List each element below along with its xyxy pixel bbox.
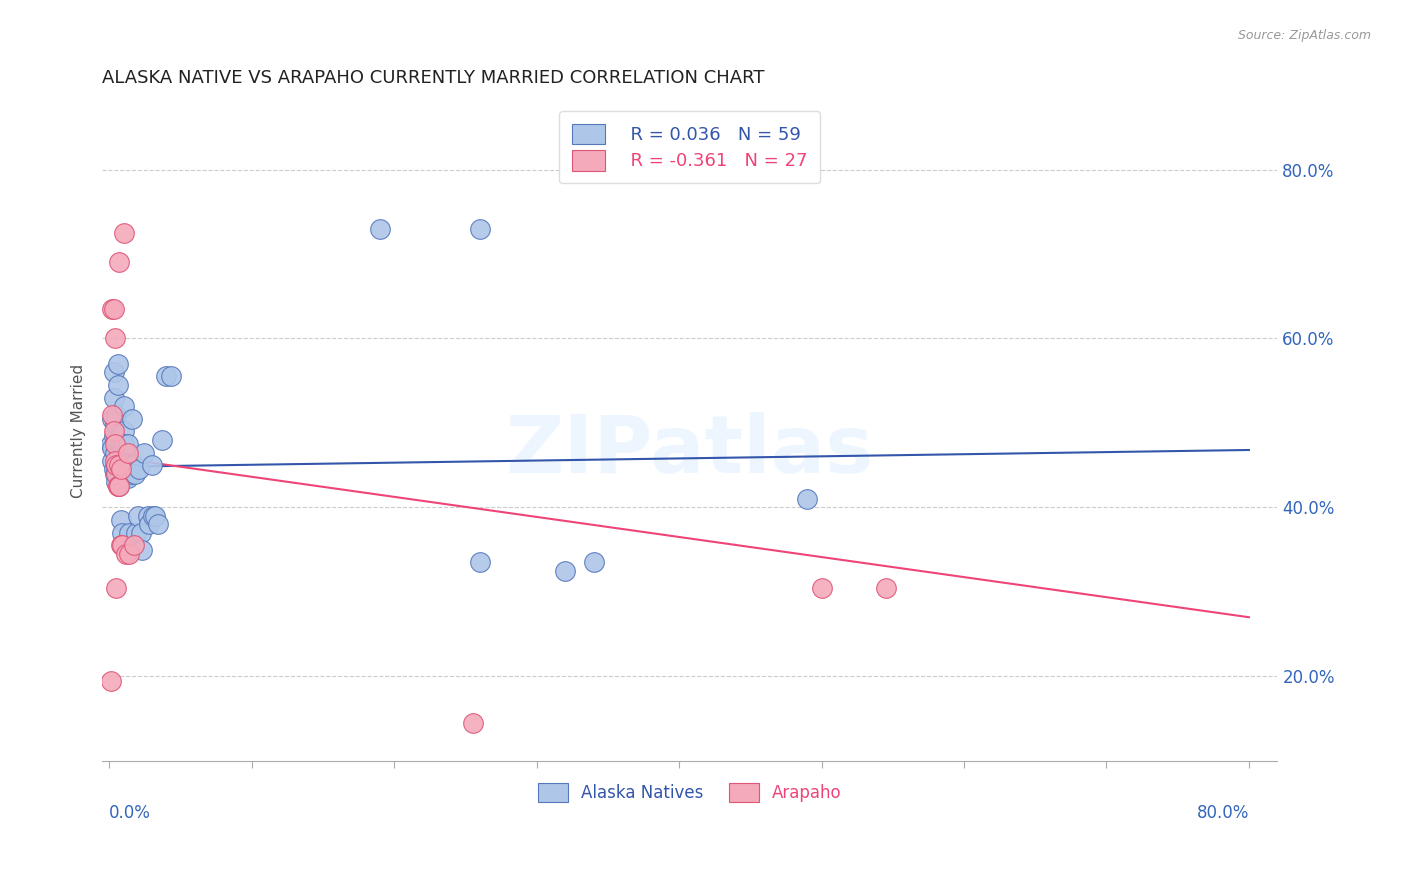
Point bbox=[103, 425, 125, 439]
Point bbox=[101, 411, 124, 425]
Point bbox=[117, 471, 139, 485]
Point bbox=[101, 454, 124, 468]
Point bbox=[101, 301, 124, 316]
Point bbox=[121, 411, 143, 425]
Point bbox=[146, 517, 169, 532]
Point bbox=[105, 467, 128, 481]
Point bbox=[105, 458, 128, 473]
Point bbox=[118, 547, 141, 561]
Point bbox=[582, 555, 605, 569]
Point bbox=[111, 525, 134, 540]
Point bbox=[150, 433, 173, 447]
Point bbox=[104, 331, 127, 345]
Point bbox=[105, 581, 128, 595]
Point bbox=[112, 399, 135, 413]
Text: 80.0%: 80.0% bbox=[1197, 804, 1249, 822]
Point bbox=[143, 508, 166, 523]
Point bbox=[132, 445, 155, 459]
Point bbox=[554, 564, 576, 578]
Point bbox=[461, 715, 484, 730]
Point bbox=[468, 555, 491, 569]
Point bbox=[103, 365, 125, 379]
Point bbox=[114, 471, 136, 485]
Point bbox=[101, 442, 124, 456]
Point bbox=[142, 508, 165, 523]
Point bbox=[122, 538, 145, 552]
Point bbox=[103, 462, 125, 476]
Point bbox=[105, 408, 128, 422]
Text: ALASKA NATIVE VS ARAPAHO CURRENTLY MARRIED CORRELATION CHART: ALASKA NATIVE VS ARAPAHO CURRENTLY MARRI… bbox=[103, 69, 765, 87]
Point bbox=[120, 467, 142, 481]
Point bbox=[141, 458, 163, 473]
Point bbox=[105, 458, 128, 473]
Point bbox=[796, 491, 818, 506]
Point bbox=[101, 408, 124, 422]
Point bbox=[104, 445, 127, 459]
Point bbox=[117, 437, 139, 451]
Text: ZIPatlas: ZIPatlas bbox=[506, 412, 875, 491]
Point bbox=[107, 378, 129, 392]
Point bbox=[129, 525, 152, 540]
Point bbox=[108, 255, 131, 269]
Point bbox=[810, 581, 832, 595]
Point bbox=[115, 445, 138, 459]
Point bbox=[100, 673, 122, 688]
Point bbox=[104, 467, 127, 481]
Point bbox=[124, 467, 146, 481]
Point bbox=[107, 479, 129, 493]
Y-axis label: Currently Married: Currently Married bbox=[72, 364, 86, 499]
Point bbox=[128, 462, 150, 476]
Point bbox=[117, 445, 139, 459]
Point bbox=[131, 542, 153, 557]
Point bbox=[110, 513, 132, 527]
Point bbox=[107, 479, 129, 493]
Point bbox=[104, 437, 127, 451]
Point bbox=[110, 538, 132, 552]
Point bbox=[368, 221, 391, 235]
Point bbox=[112, 437, 135, 451]
Point bbox=[136, 508, 159, 523]
Point bbox=[114, 458, 136, 473]
Point bbox=[111, 538, 134, 552]
Point bbox=[104, 454, 127, 468]
Point bbox=[118, 458, 141, 473]
Point bbox=[108, 458, 131, 473]
Point bbox=[110, 462, 132, 476]
Point bbox=[127, 508, 149, 523]
Point bbox=[118, 525, 141, 540]
Point bbox=[115, 547, 138, 561]
Point bbox=[155, 369, 177, 384]
Point bbox=[103, 301, 125, 316]
Point bbox=[110, 437, 132, 451]
Point bbox=[100, 437, 122, 451]
Point bbox=[875, 581, 897, 595]
Text: 0.0%: 0.0% bbox=[110, 804, 152, 822]
Point bbox=[159, 369, 181, 384]
Point bbox=[125, 525, 148, 540]
Point bbox=[111, 450, 134, 464]
Point bbox=[103, 428, 125, 442]
Point bbox=[107, 357, 129, 371]
Point bbox=[108, 445, 131, 459]
Point bbox=[468, 221, 491, 235]
Point bbox=[112, 425, 135, 439]
Point bbox=[105, 475, 128, 489]
Point bbox=[103, 391, 125, 405]
Point bbox=[138, 517, 160, 532]
Text: Source: ZipAtlas.com: Source: ZipAtlas.com bbox=[1237, 29, 1371, 42]
Point bbox=[105, 433, 128, 447]
Legend: Alaska Natives, Arapaho: Alaska Natives, Arapaho bbox=[529, 772, 852, 812]
Point bbox=[112, 226, 135, 240]
Point bbox=[108, 479, 131, 493]
Point bbox=[110, 462, 132, 476]
Point bbox=[104, 416, 127, 430]
Point bbox=[108, 479, 131, 493]
Point bbox=[122, 458, 145, 473]
